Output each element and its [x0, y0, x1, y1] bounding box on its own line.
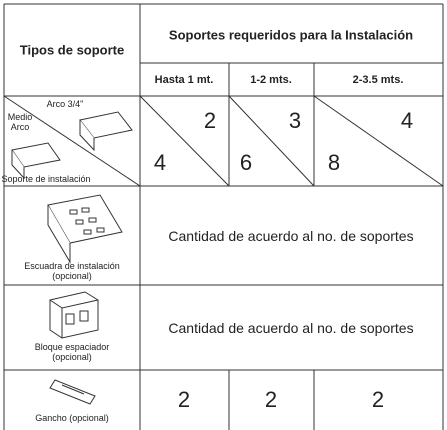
gancho-icon — [49, 379, 96, 405]
label: (opcional) — [52, 271, 92, 281]
col-title: Tipos de soporte — [19, 42, 125, 58]
value: 2 — [371, 387, 385, 412]
label: Bloque espaciador — [34, 342, 110, 352]
value: 2 — [203, 108, 217, 133]
value: 8 — [327, 150, 341, 175]
label: Gancho (opcional) — [35, 413, 109, 423]
range: 1-2 mts. — [250, 74, 292, 86]
value: 2 — [177, 387, 191, 412]
arco-icon — [11, 111, 133, 180]
value: 3 — [288, 108, 302, 133]
value: 4 — [400, 108, 414, 133]
range: Hasta 1 mt. — [154, 74, 214, 86]
value: 6 — [239, 150, 253, 175]
value: 4 — [153, 150, 167, 175]
cell-text: Cantidad de acuerdo al no. de soportes — [168, 228, 414, 244]
label: Medio Arco — [7, 112, 33, 132]
escuadra-icon — [47, 194, 123, 264]
group-title: Soportes requeridos para la Instalación — [168, 27, 414, 43]
label: Soporte de instalación — [1, 174, 91, 184]
bloque-icon — [49, 291, 99, 339]
label: Arco 3/4" — [46, 99, 84, 109]
label: Escuadra de instalación — [24, 261, 120, 271]
cell-text: Cantidad de acuerdo al no. de soportes — [168, 320, 414, 336]
value: 2 — [264, 387, 278, 412]
range: 2-3.5 mts. — [352, 74, 404, 86]
label: (opcional) — [52, 352, 92, 362]
